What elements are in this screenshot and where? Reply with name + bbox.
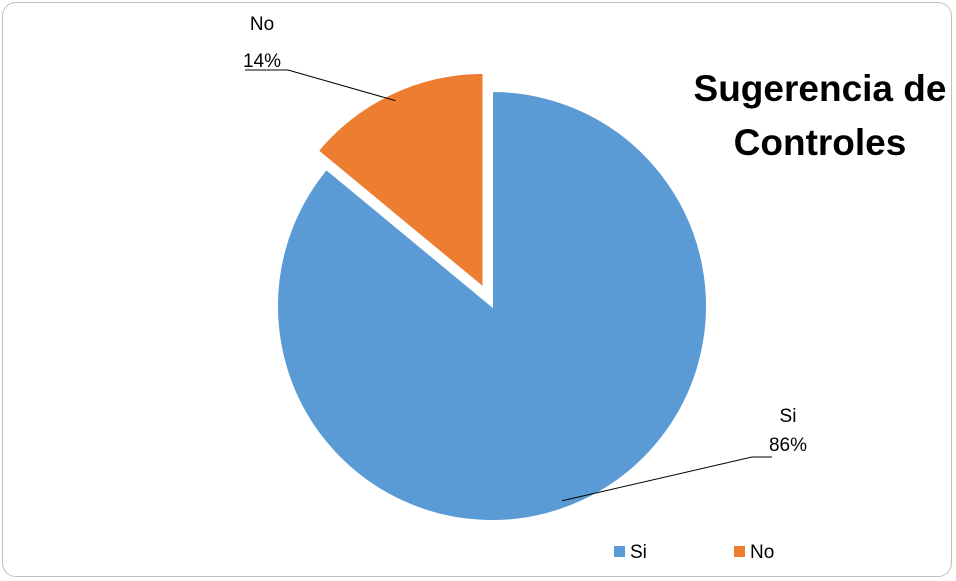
data-label-si-name: Si — [780, 406, 797, 427]
leader-line-no — [245, 69, 396, 102]
data-label-no-name: No — [250, 14, 274, 35]
chart-title-line-1: Sugerencia de — [694, 68, 947, 109]
leader-line-si — [562, 456, 772, 502]
legend-label-si: Si — [630, 542, 647, 563]
pie-slice-si — [276, 89, 708, 522]
pie-slices — [276, 71, 708, 522]
legend-swatch-si — [614, 546, 625, 557]
legend-swatch-no — [734, 546, 745, 557]
legend-label-no: No — [750, 542, 774, 563]
pie-slice-no — [316, 71, 485, 291]
chart-title-line-2: Controles — [734, 122, 907, 163]
data-label-si-value: 86% — [769, 435, 807, 456]
legend: Si No — [614, 542, 774, 563]
leader-lines — [245, 69, 772, 502]
data-label-no-value: 14% — [243, 51, 281, 72]
